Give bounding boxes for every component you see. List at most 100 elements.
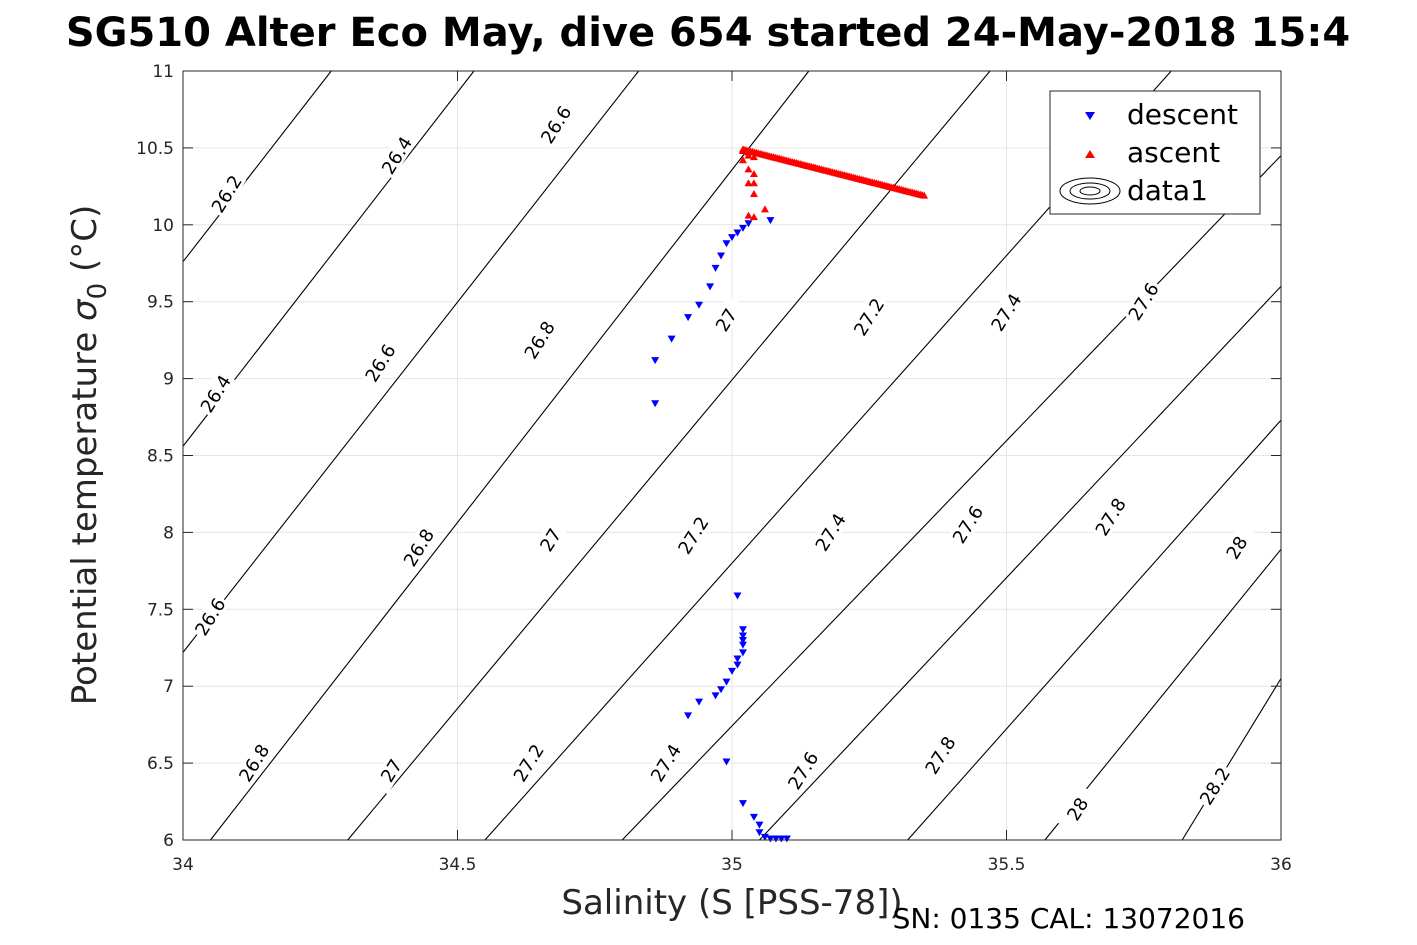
descent-marker (777, 835, 786, 843)
descent-marker (728, 667, 736, 675)
x-tick-label: 34.5 (439, 855, 477, 875)
x-axis-label: Salinity (S [PSS-78]) (561, 883, 902, 923)
contour-label-bg (782, 746, 823, 795)
contour-line (210, 70, 810, 841)
descent-marker (738, 800, 747, 808)
ascent-marker (738, 146, 747, 154)
descent-marker (651, 357, 660, 365)
ascent-marker (749, 190, 758, 198)
descent-marker (738, 224, 747, 232)
contour-label-bg (529, 515, 571, 564)
contour-label-bg (919, 730, 960, 779)
y-tick-label: 10.5 (136, 139, 174, 159)
contour-label-bg (947, 500, 988, 549)
x-tick-label: 35 (721, 855, 743, 875)
descent-marker (749, 813, 758, 821)
contour-label-bg (645, 738, 686, 787)
descent-marker (695, 301, 704, 309)
contour-label-bg (189, 592, 230, 641)
legend-descent-marker (1085, 112, 1095, 120)
contour-label-bg (518, 315, 560, 364)
contour-label-bg (1194, 761, 1235, 810)
contour-label-bg (376, 131, 417, 180)
descent-marker (722, 240, 731, 248)
y-tick-label: 8 (163, 523, 174, 543)
contour-label-bg (848, 292, 889, 341)
descent-marker (738, 649, 747, 657)
contour-line (621, 155, 1282, 841)
contour-line (907, 419, 1282, 841)
axes (182, 70, 1282, 841)
contour-label-bg (809, 507, 851, 556)
tick-labels: 34 34.5 35 35.5 36 6 6.5 7 7.5 8 8.5 9 9.5 10 10.5 11 (136, 62, 1292, 875)
descent-marker (733, 661, 742, 669)
descent-marker (738, 637, 747, 645)
descent-marker (738, 641, 747, 649)
contour-label-bg (985, 287, 1026, 336)
ascent-marker (738, 156, 747, 164)
descent-marker (722, 678, 731, 686)
legend: descent ascent data1 (1049, 90, 1261, 215)
descent-marker (728, 234, 736, 242)
footer-serial-calibration: SN: 0135 CAL: 13072016 (893, 902, 1245, 935)
contour-line (1181, 678, 1282, 841)
descent-marker (684, 712, 693, 720)
contour-label-bg (672, 510, 713, 559)
descent-marker (733, 592, 742, 600)
contour-label-bg (233, 738, 274, 787)
descent-marker (695, 698, 704, 706)
contour-label-bg (705, 295, 746, 344)
contour-line (182, 70, 640, 653)
contour-line (347, 70, 991, 841)
legend-descent-label: descent (1127, 98, 1238, 131)
descent-marker (684, 314, 693, 322)
descent-marker (766, 217, 775, 225)
descent-marker (771, 835, 780, 843)
legend-contour-icon (1059, 177, 1121, 205)
x-tick-label: 36 (1270, 855, 1292, 875)
ascent-marker (744, 211, 753, 219)
descent-marker (733, 655, 742, 663)
descent-marker (667, 335, 676, 343)
contour-label-bg (507, 738, 549, 787)
descent-marker (711, 692, 720, 700)
contour-label-bg (535, 100, 576, 149)
ascent-marker (744, 179, 753, 187)
descent-marker (755, 821, 764, 829)
y-tick-label: 7.5 (147, 600, 174, 620)
descent-marker (733, 229, 742, 237)
contour-label-bg (205, 169, 247, 218)
legend-data1-label: data1 (1127, 174, 1208, 207)
ascent-marker (749, 153, 758, 161)
descent-marker (782, 835, 791, 843)
contour-label-bg (1056, 784, 1098, 833)
descent-marker (717, 686, 726, 694)
y-tick-label: 6 (163, 831, 174, 851)
legend-box (1049, 90, 1261, 215)
descent-marker (738, 632, 747, 640)
y-tick-label: 6.5 (147, 754, 174, 774)
y-tick-label: 8.5 (147, 447, 174, 467)
contour-label-bg (1089, 492, 1131, 541)
contour-line (759, 285, 1282, 841)
data-markers (651, 145, 791, 843)
descent-marker (651, 400, 660, 408)
ascent-track-marker (920, 191, 929, 199)
ascent-marker (744, 165, 753, 173)
x-tick-label: 34 (172, 855, 194, 875)
ascent-marker (760, 205, 769, 213)
contour-label-bg (370, 746, 411, 795)
y-tick-label: 9.5 (147, 293, 174, 313)
contour-label-bg (1216, 523, 1257, 572)
y-tick-label: 11 (152, 62, 174, 82)
descent-marker (766, 835, 775, 843)
ascent-marker (749, 179, 758, 187)
chart-title: SG510 Alter Eco May, dive 654 started 24… (66, 10, 1350, 56)
legend-ascent-marker (1085, 150, 1095, 158)
y-tick-label: 9 (163, 370, 174, 390)
density-contours: 26.226.426.626.426.626.8 27 27.2 27.4 27.626… (182, 70, 1282, 841)
contour-label-bg (194, 369, 236, 418)
ascent-marker (749, 213, 758, 221)
x-tick-label: 35.5 (988, 855, 1026, 875)
